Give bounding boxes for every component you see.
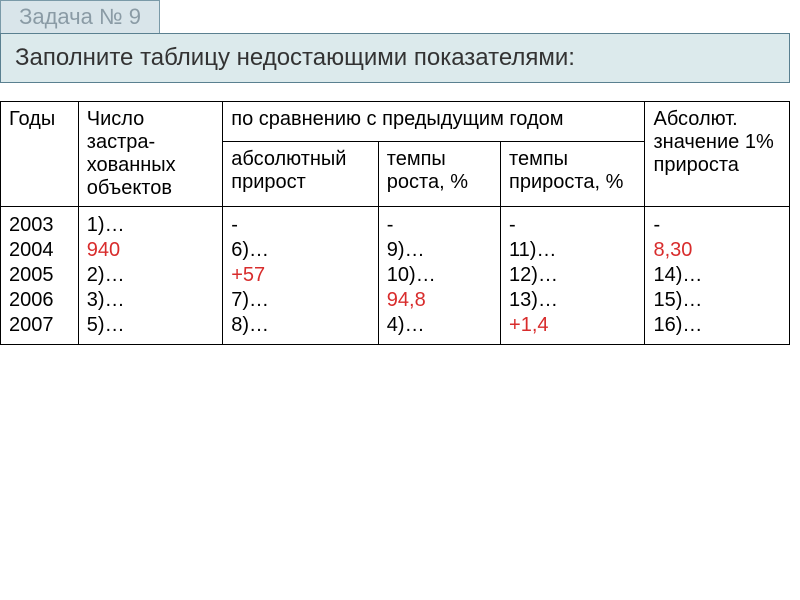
abs-value: - — [231, 213, 370, 238]
pct1-value: 8,30 — [653, 238, 781, 263]
growth-value: 9)… — [387, 238, 492, 263]
inc-value: - — [509, 213, 636, 238]
header-row-1: Годы Число застра-хованных объектов по с… — [1, 102, 790, 142]
data-table: Годы Число застра-хованных объектов по с… — [0, 101, 790, 345]
data-row: 2003 2004 2005 2006 2007 1)… 940 2)… 3)…… — [1, 207, 790, 345]
count-value: 2)… — [87, 263, 214, 288]
growth-value: 4)… — [387, 313, 492, 338]
year-value: 2004 — [9, 238, 70, 263]
instruction-text: Заполните таблицу недостающими показател… — [0, 33, 790, 83]
inc-value: 13)… — [509, 288, 636, 313]
abs-value: 6)… — [231, 238, 370, 263]
task-label: Задача № 9 — [0, 0, 160, 34]
count-value: 3)… — [87, 288, 214, 313]
cell-count: 1)… 940 2)… 3)… 5)… — [78, 207, 222, 345]
year-value: 2005 — [9, 263, 70, 288]
cell-abs: - 6)… +57 7)… 8)… — [223, 207, 379, 345]
header-vs-prev: по сравнению с предыдущим годом — [223, 102, 645, 142]
growth-value: - — [387, 213, 492, 238]
year-value: 2003 — [9, 213, 70, 238]
cell-inc: - 11)… 12)… 13)… +1,4 — [501, 207, 645, 345]
header-growth-rate: темпы роста, % — [378, 141, 500, 206]
year-value: 2007 — [9, 313, 70, 338]
inc-value: 11)… — [509, 238, 636, 263]
pct1-value: - — [653, 213, 781, 238]
cell-growth: - 9)… 10)… 94,8 4)… — [378, 207, 500, 345]
inc-value: +1,4 — [509, 313, 636, 338]
pct1-value: 16)… — [653, 313, 781, 338]
growth-value: 94,8 — [387, 288, 492, 313]
cell-1pct: - 8,30 14)… 15)… 16)… — [645, 207, 790, 345]
count-value: 940 — [87, 238, 214, 263]
inc-value: 12)… — [509, 263, 636, 288]
pct1-value: 14)… — [653, 263, 781, 288]
growth-value: 10)… — [387, 263, 492, 288]
count-value: 1)… — [87, 213, 214, 238]
pct1-value: 15)… — [653, 288, 781, 313]
count-value: 5)… — [87, 313, 214, 338]
abs-value: 7)… — [231, 288, 370, 313]
header-count: Число застра-хованных объектов — [78, 102, 222, 207]
abs-value: 8)… — [231, 313, 370, 338]
header-1pct: Абсолют. значение 1% прироста — [645, 102, 790, 207]
cell-years: 2003 2004 2005 2006 2007 — [1, 207, 79, 345]
header-abs-inc: абсолютный прирост — [223, 141, 379, 206]
abs-value: +57 — [231, 263, 370, 288]
header-inc-rate: темпы прироста, % — [501, 141, 645, 206]
header-years: Годы — [1, 102, 79, 207]
year-value: 2006 — [9, 288, 70, 313]
